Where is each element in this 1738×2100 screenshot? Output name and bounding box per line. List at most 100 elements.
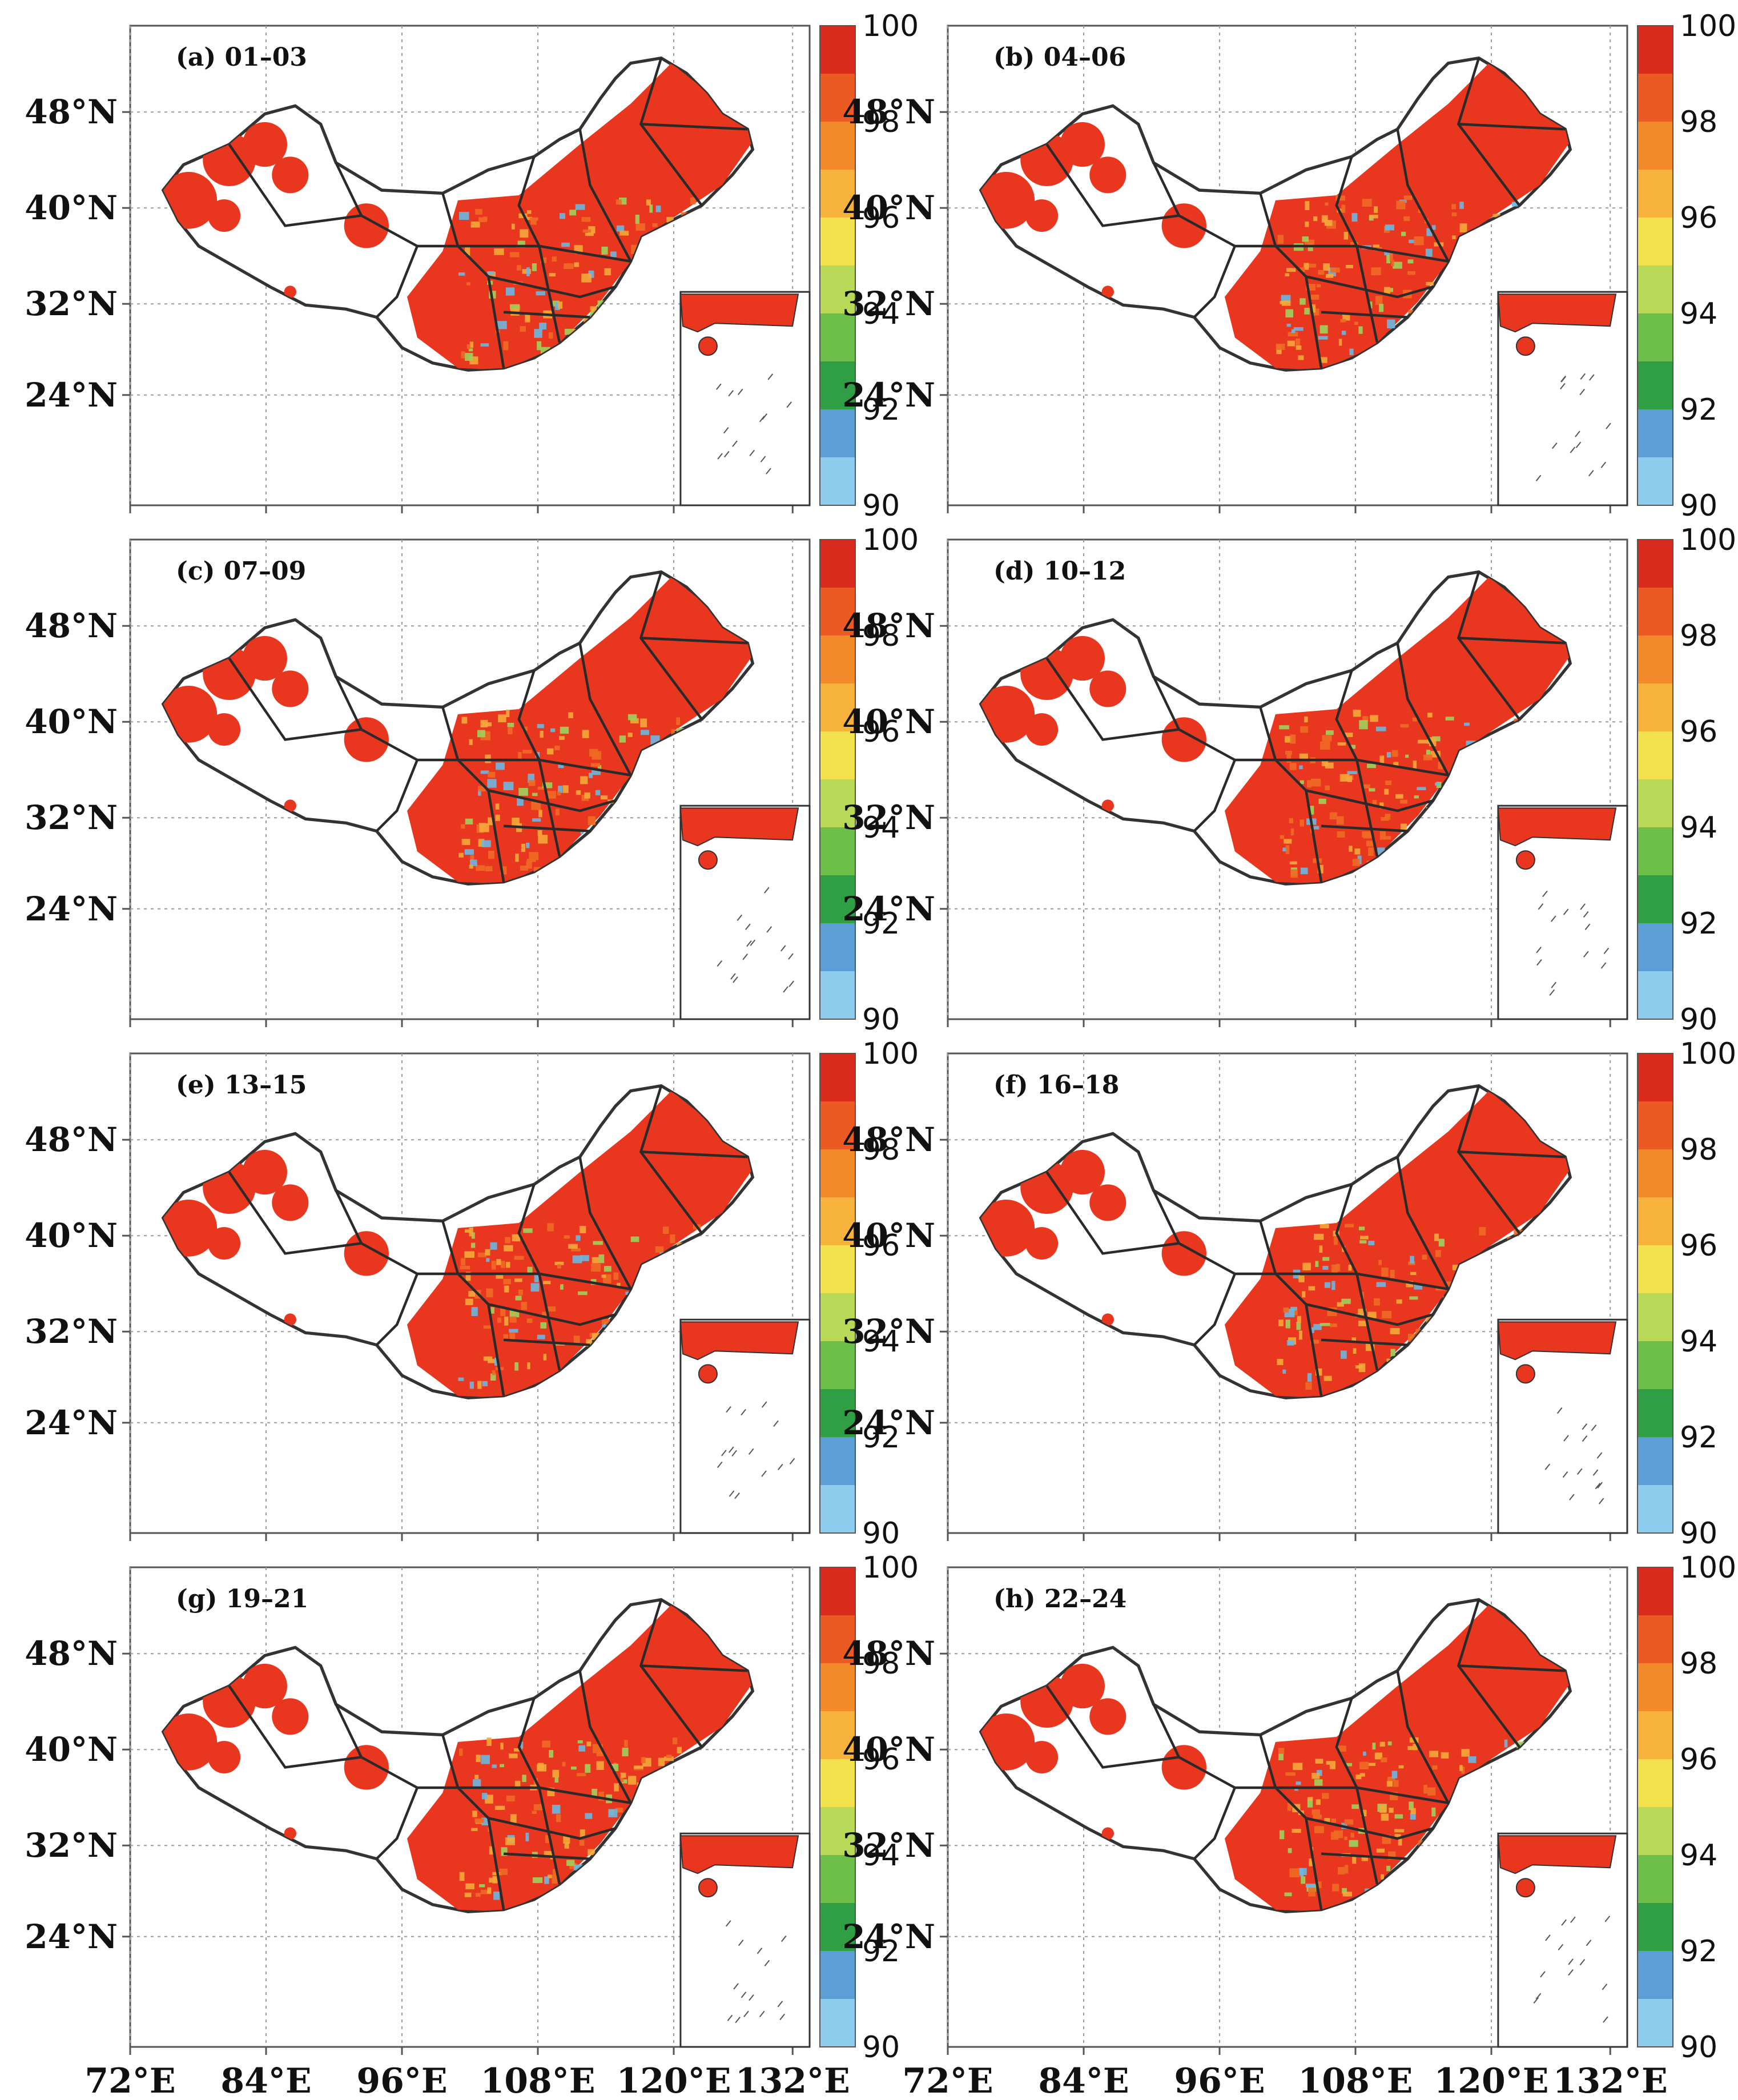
coverage-gansu xyxy=(1161,1231,1206,1276)
coverage-speckle xyxy=(1322,1266,1329,1270)
coverage-speckle xyxy=(1304,263,1309,270)
china-map xyxy=(160,1600,758,1912)
coverage-speckle xyxy=(1367,763,1376,769)
coverage-speckle xyxy=(1426,228,1433,236)
coverage-speckle xyxy=(1329,812,1337,820)
coverage-speckle xyxy=(549,273,556,277)
coverage-speckle xyxy=(537,1763,544,1771)
coverage-speckle xyxy=(1429,1751,1439,1757)
coverage-speckle xyxy=(539,323,547,330)
colorbar-tick-label: 96 xyxy=(862,715,900,749)
coverage-speckle xyxy=(1292,329,1296,333)
coverage-speckle xyxy=(1414,795,1419,799)
colorbar-segment xyxy=(1638,457,1673,505)
coverage-speckle xyxy=(518,752,522,761)
coverage-speckle xyxy=(1381,1813,1389,1821)
inset-dash xyxy=(1551,981,1557,988)
coverage-speckle xyxy=(1355,1774,1362,1780)
coverage-speckle xyxy=(1511,202,1519,207)
coverage-speckle xyxy=(1300,780,1304,785)
colorbar-tick-label: 100 xyxy=(1680,1037,1736,1071)
coverage-speckle xyxy=(537,830,542,836)
colorbar-segment xyxy=(1638,1197,1673,1245)
colorbar-segment xyxy=(1638,1615,1673,1663)
coverage-speckle xyxy=(1371,267,1381,276)
coverage-speckle xyxy=(1386,752,1391,758)
coverage-speckle xyxy=(550,728,556,733)
coverage-speckle xyxy=(496,1259,501,1265)
coverage-speckle xyxy=(546,791,557,799)
colorbar-tick-label: 90 xyxy=(862,1003,900,1037)
coverage-speckle xyxy=(633,1765,643,1769)
coverage-speckle xyxy=(641,1757,646,1764)
coverage-speckle xyxy=(624,1740,628,1747)
coverage-speckle xyxy=(1290,1306,1297,1311)
colorbar-segment xyxy=(1638,1711,1673,1759)
inset-dash xyxy=(741,1409,746,1415)
inset-hainan xyxy=(698,1878,718,1898)
coverage-speckle xyxy=(601,1274,606,1278)
coverage-speckle xyxy=(507,722,514,727)
coverage-speckle xyxy=(584,792,590,799)
coverage-speckle xyxy=(1396,200,1406,210)
coverage-speckle xyxy=(595,790,601,795)
colorbar: 100 98 96 94 92 90 xyxy=(819,1551,919,2065)
coverage-speckle xyxy=(545,1835,549,1844)
coverage-speckle xyxy=(1390,1349,1395,1357)
coverage-speckle xyxy=(558,764,564,769)
colorbar-segment xyxy=(1638,923,1673,971)
coverage-speckle xyxy=(1375,296,1383,305)
coverage-northwest xyxy=(208,199,241,232)
coverage-speckle xyxy=(592,1257,599,1264)
coverage-speckle xyxy=(1277,1358,1284,1365)
coverage-speckle xyxy=(469,341,474,348)
coverage-speckle xyxy=(1311,1327,1314,1333)
coverage-speckle xyxy=(500,1261,505,1268)
inset-dash xyxy=(726,1406,731,1413)
coverage-speckle xyxy=(1381,817,1389,821)
longitude-label: 120°E xyxy=(1434,2061,1549,2100)
colorbar-tick-label: 100 xyxy=(862,1551,919,1585)
coverage-east xyxy=(407,1604,753,1912)
coverage-speckle xyxy=(570,1766,577,1770)
coverage-gansu xyxy=(1161,717,1206,762)
coverage-speckle xyxy=(522,1775,526,1783)
inset-dash xyxy=(1583,911,1589,918)
coverage-speckle xyxy=(469,1227,473,1237)
coverage-speckle xyxy=(646,199,651,206)
coverage-speckle xyxy=(620,1772,626,1778)
coverage-speckle xyxy=(1381,1268,1389,1277)
coverage-speckle xyxy=(1459,223,1467,232)
coverage-speckle xyxy=(635,215,639,224)
coverage-speckle xyxy=(1344,1836,1347,1840)
inset-dash xyxy=(1552,442,1558,449)
inset-dash xyxy=(1575,441,1582,448)
colorbar-segment xyxy=(1638,683,1673,731)
coverage-speckle xyxy=(1386,1781,1393,1787)
latitude-label: 40°N xyxy=(842,702,935,741)
coverage-speckle xyxy=(489,1877,496,1883)
coverage-speckle xyxy=(596,1752,604,1756)
coverage-speckle xyxy=(574,262,580,267)
coverage-speckle xyxy=(465,247,470,256)
coverage-speckle xyxy=(1306,1884,1316,1888)
coverage-speckle xyxy=(528,780,536,786)
coverage-speckle xyxy=(517,265,521,271)
coverage-speckle xyxy=(580,776,588,785)
coverage-speckle xyxy=(1329,1761,1335,1769)
coverage-speckle xyxy=(568,712,574,718)
coverage-speckle xyxy=(488,817,494,826)
coverage-speckle xyxy=(518,787,528,796)
coverage-speckle xyxy=(1407,1745,1414,1751)
inset-dash xyxy=(773,1420,779,1427)
colorbar-tick-label: 100 xyxy=(1680,523,1736,557)
colorbar-segment xyxy=(820,1197,855,1245)
coverage-speckle xyxy=(482,1381,488,1386)
coverage-speckle xyxy=(1337,1302,1344,1307)
inset-dash xyxy=(1586,1940,1592,1946)
colorbar: 100 98 96 94 92 90 xyxy=(819,523,919,1037)
coverage-speckle xyxy=(465,353,473,361)
inset-dash xyxy=(1569,1494,1575,1500)
coverage-speckle xyxy=(1461,1766,1465,1774)
coverage-northwest xyxy=(242,1149,287,1195)
